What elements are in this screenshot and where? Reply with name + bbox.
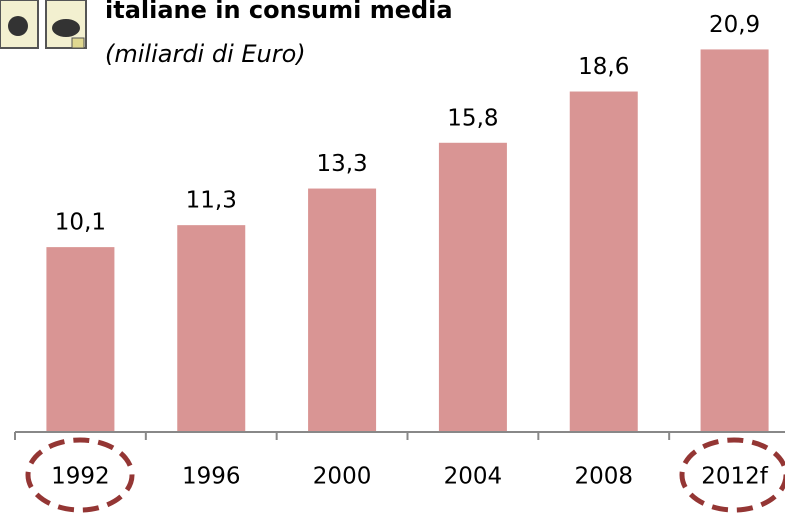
value-label: 15,8 — [447, 105, 498, 131]
x-tick-label: 2000 — [313, 464, 372, 490]
value-label: 13,3 — [316, 151, 367, 177]
bar — [700, 49, 769, 432]
x-tick-label: 2008 — [574, 464, 633, 490]
bar — [308, 188, 377, 432]
bar — [438, 142, 507, 432]
chart-subtitle: (miliardi di Euro) — [105, 40, 306, 68]
x-tick-label: 1992 — [51, 464, 110, 490]
value-label: 10,1 — [55, 210, 106, 236]
highlight-ellipse — [679, 437, 785, 513]
value-label: 18,6 — [578, 54, 629, 80]
x-tick-label: 2012f — [701, 464, 769, 490]
chart-title: italiane in consumi media — [105, 0, 453, 24]
icons — [0, 0, 87, 49]
value-label: 11,3 — [186, 188, 237, 214]
x-tick-label: 1996 — [182, 464, 241, 490]
bar — [569, 91, 638, 432]
highlight-ellipse — [25, 437, 135, 513]
value-label: 20,9 — [709, 12, 760, 38]
x-tick-label: 2004 — [444, 464, 503, 490]
bar — [46, 247, 115, 432]
bar — [177, 225, 246, 432]
